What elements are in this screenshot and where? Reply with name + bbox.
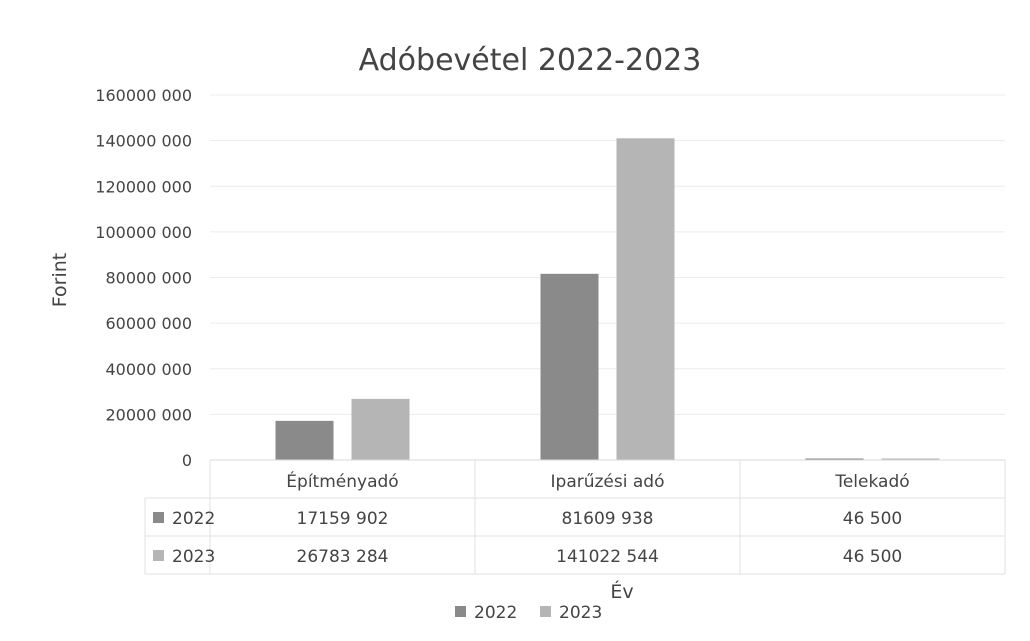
category-label: Iparűzési adó xyxy=(551,472,665,492)
bars xyxy=(275,138,940,460)
bar-2023-2 xyxy=(616,138,675,460)
table-series-key xyxy=(153,550,164,561)
data-label: 141022 544 xyxy=(556,547,659,567)
data-table: Építményadó Iparűzési adó Telekadó 2022 1715… xyxy=(144,459,1006,575)
data-label: 46 500 xyxy=(843,509,902,529)
category-label: Telekadó xyxy=(834,472,909,492)
legend: 2022 2023 xyxy=(455,603,602,623)
category-label: Építményadó xyxy=(286,470,398,492)
gridlines xyxy=(210,94,1005,461)
y-tick-label: 60000 000 xyxy=(105,314,192,333)
bar-2023-3 xyxy=(881,458,940,460)
y-tick-labels: 0 20000 000 40000 000 60000 000 80000 000 100… xyxy=(95,86,192,470)
table-series-name: 2022 xyxy=(172,509,215,529)
chart-title: Adóbevétel 2022-2023 xyxy=(359,43,702,78)
data-label: 17159 902 xyxy=(297,509,389,529)
y-tick-label: 120000 000 xyxy=(95,177,192,196)
y-tick-label: 80000 000 xyxy=(105,269,192,288)
y-tick-label: 40000 000 xyxy=(105,360,192,379)
x-axis-title: Év xyxy=(610,580,633,603)
legend-key xyxy=(540,606,551,617)
y-tick-label: 160000 000 xyxy=(95,86,192,105)
legend-label: 2022 xyxy=(474,603,517,623)
table-series-name: 2023 xyxy=(172,547,215,567)
table-series-key xyxy=(153,512,164,523)
legend-key xyxy=(455,606,466,617)
y-tick-label: 0 xyxy=(182,451,192,470)
data-label: 81609 938 xyxy=(562,509,654,529)
y-axis-title: Forint xyxy=(49,253,71,307)
data-label: 26783 284 xyxy=(297,547,389,567)
bar-2023-1 xyxy=(351,398,410,460)
data-label: 46 500 xyxy=(843,547,902,567)
y-tick-label: 20000 000 xyxy=(105,405,192,424)
bar-2022-3 xyxy=(805,458,864,460)
bar-2022-2 xyxy=(540,273,599,460)
y-tick-label: 100000 000 xyxy=(95,223,192,242)
y-tick-label: 140000 000 xyxy=(95,132,192,151)
bar-2022-1 xyxy=(275,420,334,460)
legend-label: 2023 xyxy=(559,603,602,623)
